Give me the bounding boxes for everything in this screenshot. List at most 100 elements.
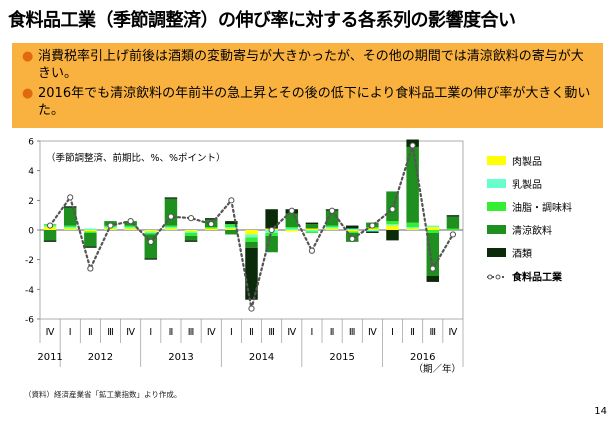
bar-alcohol [265,209,278,229]
y-tick-label: 0 [28,227,34,237]
legend-swatch [487,179,506,188]
summary-box: ● 消費税率引上げ前後は酒類の変動寄与が大きかったが、その他の期間では清涼飲料の… [12,43,603,128]
x-tick-label: Ⅲ [349,327,356,338]
year-label: 2015 [329,352,354,363]
legend-label: 酒類 [512,248,532,260]
x-tick-label: Ⅰ [69,327,72,338]
bar-dairy [164,227,178,229]
page-title: 食料品工業（季節調整済）の伸び率に対する各系列の影響度合い [8,10,516,31]
bar-meat [406,228,419,230]
bar-meat [184,230,198,232]
bar-alcohol [245,247,258,300]
bar-meat [345,230,359,232]
bar-meat [204,228,218,230]
x-tick-label: Ⅰ [391,327,394,338]
bar-meat [164,228,178,230]
x-tick-label: Ⅰ [230,327,233,338]
bar-soft_drinks [164,198,178,226]
total-point [429,265,436,272]
bar-oils [265,232,278,236]
bar-soft_drinks [184,235,198,241]
bar-oils [345,231,359,233]
bar-oils [305,231,319,233]
x-tick-label: Ⅳ [126,327,135,338]
x-tick-label: Ⅲ [188,327,195,338]
bar-dairy [386,224,399,226]
x-tick-label: Ⅱ [169,327,174,338]
bar-alcohol [84,246,97,248]
total-point [167,213,175,220]
total-point [67,194,74,201]
bar-dairy [305,230,319,232]
bullet-dot-icon: ● [22,86,34,101]
summary-text: 消費税率引上げ前後は酒類の変動寄与が大きかったが、その他の期間では清涼飲料の寄与… [38,49,584,81]
x-tick-label: Ⅱ [249,327,254,338]
bar-oils [164,225,178,228]
legend-swatch [487,248,506,257]
total-point [288,207,295,214]
legend-point [487,274,493,280]
x-tick-label: Ⅳ [368,327,377,338]
bar-alcohol [184,240,198,242]
total-point [107,222,114,229]
bar-alcohol [43,240,57,242]
bar-alcohol [446,215,460,217]
bar-dairy [63,227,77,229]
year-label: 2011 [37,352,62,363]
legend-swatch [487,202,506,211]
bar-oils [225,224,238,228]
total-point [308,247,316,254]
bar-alcohol [366,231,379,233]
bar-oils [386,221,399,225]
x-tick-label: Ⅳ [46,327,55,338]
summary-text: 2016年でも清涼飲料の年前半の急上昇とその後の低下により食料品工業の伸び率が大… [38,86,591,118]
bar-meat [285,230,299,232]
total-point [328,207,336,214]
x-tick-label: Ⅰ [149,327,152,338]
x-tick-label: Ⅳ [207,327,216,338]
chart: 6 4 2 0 -2 -4 -6 （季節調整済、前期比、%、%ポイント） Ⅳ Ⅰ Ⅱ Ⅲ Ⅳ Ⅰ Ⅱ Ⅲ Ⅳ Ⅰ Ⅱ… [0,130,615,390]
bar-dairy [184,231,198,233]
unit-note: （季節調整済、前期比、%、%ポイント） [46,152,226,164]
total-point [187,215,195,222]
bar-soft_drinks [225,230,238,235]
bar-oils [184,232,198,236]
legend-swatch [487,225,506,234]
bar-meat [124,228,137,230]
bar-meat [104,228,117,230]
x-tick-label: Ⅲ [268,327,275,338]
year-label: 2013 [168,352,193,363]
bullet-dot-icon: ● [22,49,34,64]
bar-meat [225,228,238,230]
bar-meat [84,230,97,232]
y-tick-label: 6 [28,138,34,148]
bar-meat [325,228,339,230]
total-point [147,238,154,245]
bar-dairy [225,227,238,229]
legend-label: 乳製品 [512,178,542,191]
bar-oils [84,231,97,233]
bar-soft_drinks [63,207,77,226]
bar-soft_drinks [446,216,460,229]
bar-meat [366,228,379,230]
bar-alcohol [345,225,359,229]
source-note: （資料）経済産業省「鉱工業指数」より作成。 [24,390,182,399]
bar-dairy [245,234,258,238]
bar-alcohol [204,218,218,220]
summary-bullet: ● 2016年でも清涼飲料の年前半の急上昇とその後の低下により食料品工業の伸び率… [22,85,595,119]
total-point [349,235,356,243]
x-tick-label: Ⅰ [311,327,314,338]
total-point [369,222,376,229]
bar-dairy [345,228,359,230]
bar-meat [63,228,77,230]
bar-meat [144,230,158,232]
bar-soft_drinks [325,210,339,226]
x-tick-label: Ⅲ [430,327,437,338]
page-number: 14 [594,406,607,417]
total-point [409,142,416,149]
bar-soft_drinks [144,234,158,259]
total-point [449,231,457,238]
x-tick-label: Ⅳ [449,327,458,338]
bar-oils [63,225,77,228]
bar-meat [426,227,440,230]
